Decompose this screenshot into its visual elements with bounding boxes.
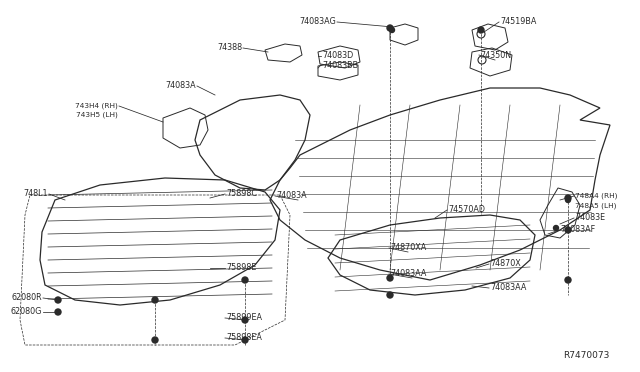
Text: 748A5 (LH): 748A5 (LH)	[575, 203, 616, 209]
Text: 74083A: 74083A	[165, 81, 196, 90]
Text: 62080G: 62080G	[11, 308, 42, 317]
Circle shape	[152, 337, 158, 343]
Circle shape	[242, 337, 248, 343]
Circle shape	[390, 28, 394, 32]
Text: 748L1: 748L1	[24, 189, 48, 199]
Circle shape	[242, 277, 248, 283]
Text: 748A4 (RH): 748A4 (RH)	[575, 193, 618, 199]
Circle shape	[387, 292, 393, 298]
Circle shape	[387, 275, 393, 281]
Circle shape	[55, 297, 61, 303]
Circle shape	[565, 227, 571, 233]
Circle shape	[55, 309, 61, 315]
Text: 74083AG: 74083AG	[300, 17, 336, 26]
Text: 74870X: 74870X	[490, 260, 521, 269]
Circle shape	[152, 297, 158, 303]
Circle shape	[566, 198, 570, 202]
Circle shape	[554, 225, 559, 231]
Text: 74083AA: 74083AA	[390, 269, 426, 279]
Circle shape	[565, 195, 571, 201]
Text: 75898C: 75898C	[226, 189, 257, 199]
Text: 74083A: 74083A	[276, 192, 307, 201]
Text: 74083BB: 74083BB	[322, 61, 358, 70]
Circle shape	[478, 27, 484, 33]
Text: 75899EA: 75899EA	[226, 314, 262, 323]
Text: 74083AF: 74083AF	[560, 225, 595, 234]
Text: 74083AA: 74083AA	[490, 283, 526, 292]
Text: 74083E: 74083E	[575, 214, 605, 222]
Text: 743H4 (RH): 743H4 (RH)	[75, 103, 118, 109]
Text: 75898E: 75898E	[226, 263, 257, 273]
Text: 74388: 74388	[217, 44, 242, 52]
Circle shape	[387, 25, 393, 31]
Text: 74570AD: 74570AD	[448, 205, 485, 215]
Text: 74519BA: 74519BA	[500, 17, 536, 26]
Text: 62080R: 62080R	[12, 294, 42, 302]
Text: 74083D: 74083D	[322, 51, 353, 60]
Circle shape	[242, 317, 248, 323]
Text: 75898EA: 75898EA	[226, 334, 262, 343]
Text: 74350N: 74350N	[480, 51, 511, 60]
Text: 743H5 (LH): 743H5 (LH)	[76, 112, 118, 118]
Text: 74870XA: 74870XA	[390, 244, 426, 253]
Circle shape	[565, 277, 571, 283]
Text: R7470073: R7470073	[564, 350, 610, 359]
